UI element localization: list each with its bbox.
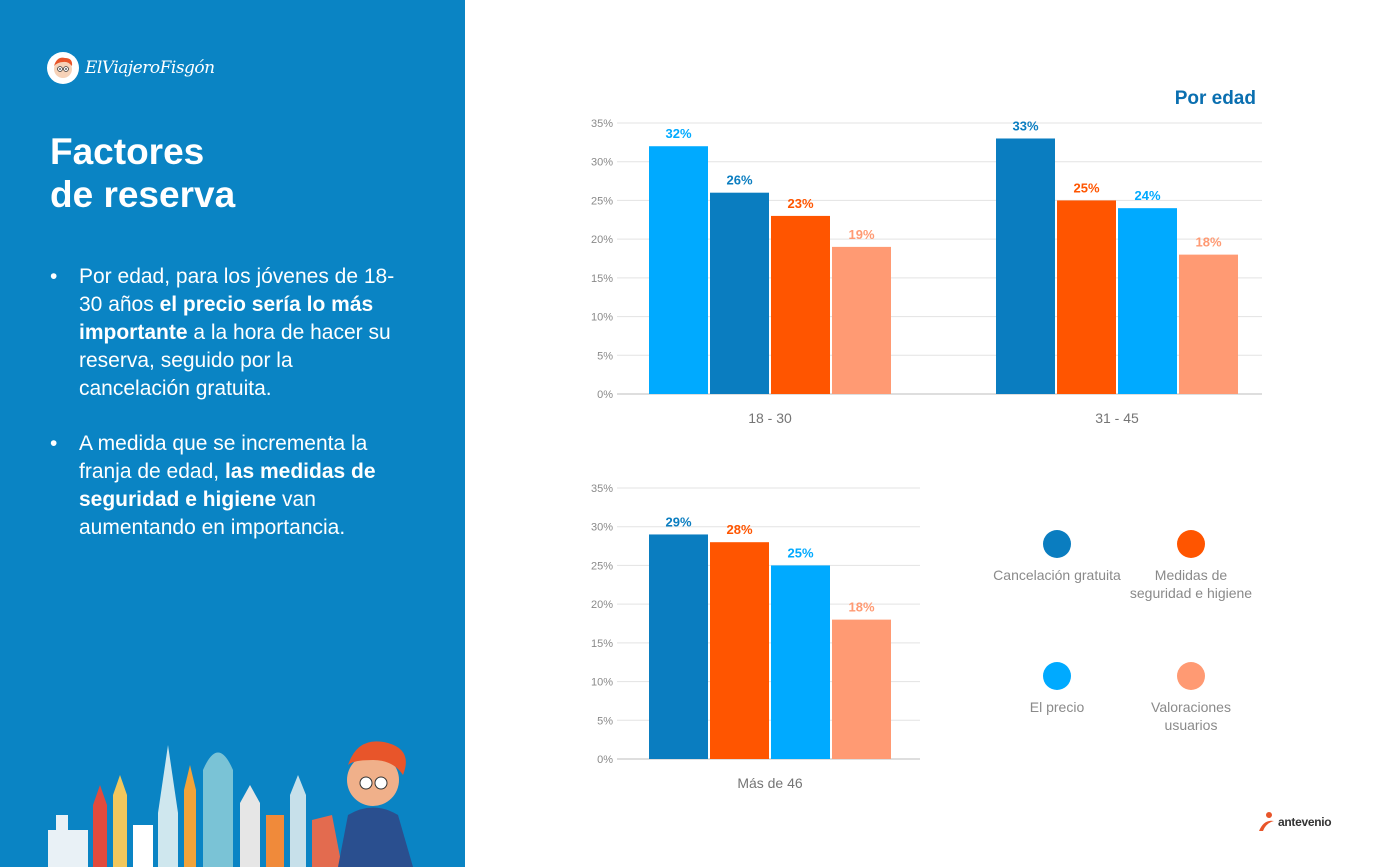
bar: [996, 138, 1055, 394]
y-tick-label: 10%: [591, 312, 613, 324]
legend-item: Cancelación gratuita: [992, 530, 1122, 584]
y-tick-label: 0%: [597, 389, 613, 401]
bullet-item: Por edad, para los jóvenes de 18-30 años…: [50, 263, 395, 403]
y-tick-label: 25%: [591, 560, 613, 572]
y-tick-label: 10%: [591, 677, 613, 689]
y-tick-label: 30%: [591, 157, 613, 169]
legend-item: Medidas de seguridad e higiene: [1126, 530, 1256, 602]
title-line-1: Factores: [50, 131, 205, 172]
panel-label: Por edad: [1174, 88, 1256, 109]
y-tick-label: 15%: [591, 273, 613, 285]
bar-value-label: 23%: [787, 196, 813, 211]
y-tick-label: 35%: [591, 118, 613, 130]
x-category-label: 31 - 45: [1095, 410, 1139, 426]
bar: [832, 246, 891, 394]
partner-name: antevenio: [1278, 815, 1332, 829]
legend-dot: [1043, 662, 1071, 690]
bar: [710, 542, 769, 759]
bar-value-label: 18%: [1195, 235, 1221, 250]
bullet-highlight: las medidas de seguridad e higiene: [79, 460, 376, 511]
y-tick-label: 0%: [597, 754, 613, 766]
bullet-item: A medida que se incrementa la franja de …: [50, 430, 395, 542]
x-category-label: Más de 46: [737, 775, 803, 791]
bar-value-label: 26%: [726, 173, 752, 188]
bar: [771, 565, 830, 759]
y-tick-label: 35%: [591, 483, 613, 495]
bar: [649, 146, 708, 394]
logo-text: ElViajeroFisgón: [85, 58, 215, 78]
y-tick-label: 15%: [591, 638, 613, 650]
bar-value-label: 28%: [726, 522, 752, 537]
x-category-label: 18 - 30: [748, 410, 792, 426]
bar: [649, 534, 708, 759]
bar-value-label: 32%: [665, 126, 691, 141]
legend-label: Valoraciones usuarios: [1151, 699, 1231, 733]
y-tick-label: 25%: [591, 195, 613, 207]
bar: [771, 215, 830, 394]
y-tick-label: 20%: [591, 599, 613, 611]
legend-item: El precio: [992, 662, 1122, 716]
bar-value-label: 33%: [1012, 118, 1038, 133]
slide-title: Factores de reserva: [50, 130, 235, 216]
bar-value-label: 29%: [665, 514, 691, 529]
bar-value-label: 18%: [848, 600, 874, 615]
bar: [1118, 208, 1177, 394]
partner-logo[interactable]: antevenio: [1256, 811, 1332, 833]
y-tick-label: 5%: [597, 715, 613, 727]
legend-label: El precio: [1029, 699, 1085, 715]
legend-item: Valoraciones usuarios: [1126, 662, 1256, 734]
legend-label: Cancelación gratuita: [993, 567, 1121, 583]
site-logo[interactable]: ElViajeroFisgón: [47, 52, 215, 84]
bar-value-label: 24%: [1134, 188, 1160, 203]
legend-dot: [1177, 530, 1205, 558]
y-tick-label: 30%: [591, 522, 613, 534]
bar-value-label: 25%: [1073, 180, 1099, 195]
bar: [1179, 254, 1238, 394]
bar: [1057, 200, 1116, 394]
y-tick-label: 20%: [591, 234, 613, 246]
title-line-2: de reserva: [50, 174, 236, 215]
bullet-list: Por edad, para los jóvenes de 18-30 años…: [50, 263, 395, 569]
bar-value-label: 19%: [848, 227, 874, 242]
city-skyline-illustration: [48, 741, 413, 867]
antevenio-logo-icon: [1259, 812, 1274, 831]
bar: [832, 619, 891, 759]
legend-dot: [1177, 662, 1205, 690]
bar-value-label: 25%: [787, 545, 813, 560]
bullet-highlight: el precio sería lo más importante: [79, 293, 374, 344]
left-panel: ElViajeroFisgón Factores de reserva Por …: [0, 0, 465, 867]
legend-label: Medidas de seguridad e higiene: [1129, 567, 1253, 601]
y-tick-label: 5%: [597, 350, 613, 362]
legend-dot: [1043, 530, 1071, 558]
traveler-avatar-icon: [47, 52, 79, 84]
bar: [710, 192, 769, 394]
